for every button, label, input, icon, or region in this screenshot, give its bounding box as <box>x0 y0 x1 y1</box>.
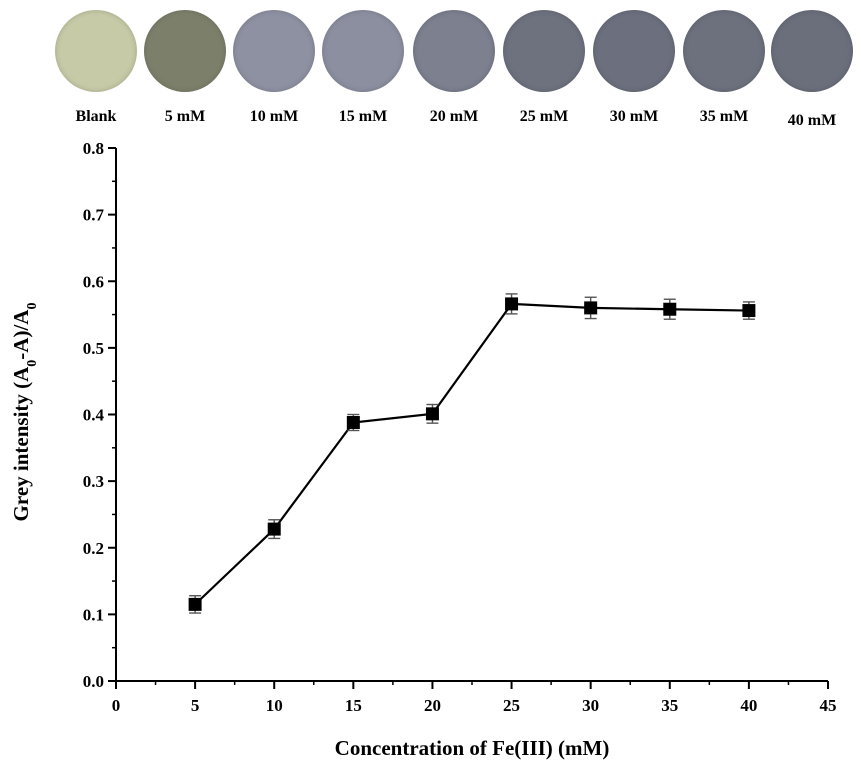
y-tick-label: 0.8 <box>83 139 104 158</box>
x-axis-label: Concentration of Fe(III) (mM) <box>335 736 610 760</box>
x-tick-label: 45 <box>820 696 837 715</box>
x-tick-label: 10 <box>266 696 283 715</box>
x-tick-label: 40 <box>740 696 757 715</box>
tick-group: 0 5 10 15 20 25 30 35 40 45 0.0 0.1 0.2 0.3 0.4 0.5 0.6 0… <box>83 139 837 715</box>
y-tick-label: 0.1 <box>83 605 104 624</box>
data-point <box>663 302 677 316</box>
sample-swatch <box>771 10 853 92</box>
sample-swatch <box>683 10 765 92</box>
data-point <box>742 304 756 318</box>
y-tick-label: 0.0 <box>83 672 104 691</box>
sample-swatch <box>322 10 404 92</box>
y-axis-label-sub: 0 <box>25 360 40 367</box>
sample-swatch-label: 5 mM <box>164 108 206 125</box>
sample-swatch <box>503 10 585 92</box>
sample-swatch <box>55 10 137 92</box>
x-tick-label: 35 <box>661 696 678 715</box>
y-tick-label: 0.7 <box>83 206 105 225</box>
y-tick-label: 0.3 <box>83 472 104 491</box>
data-point <box>188 597 202 611</box>
y-axis-label-main: Grey intensity (A <box>9 366 33 522</box>
data-point <box>505 297 519 311</box>
x-tick-label: 20 <box>424 696 441 715</box>
series-group <box>188 293 756 614</box>
x-tick-label: 0 <box>112 696 121 715</box>
y-tick-label: 0.6 <box>83 272 104 291</box>
y-tick-label: 0.4 <box>83 406 105 425</box>
data-point <box>267 522 281 536</box>
sample-swatch-label: 15 mM <box>338 108 388 125</box>
y-tick-label: 0.2 <box>83 539 104 558</box>
sample-swatch-label: 10 mM <box>249 108 299 125</box>
y-axis-label: Grey intensity (A0-A)/A0 <box>9 303 40 522</box>
axes <box>115 148 828 682</box>
sample-swatch <box>233 10 315 92</box>
data-point <box>346 415 360 429</box>
data-point <box>584 301 598 315</box>
x-tick-label: 30 <box>582 696 599 715</box>
sample-swatch-label: 20 mM <box>429 108 479 125</box>
sample-swatch <box>413 10 495 92</box>
sample-swatch-label: 25 mM <box>519 108 569 125</box>
sample-swatch-label: 35 mM <box>699 108 749 125</box>
x-tick-label: 15 <box>345 696 362 715</box>
sample-swatch-label: 40 mM <box>787 112 837 129</box>
sample-swatch-label: Blank <box>75 108 117 125</box>
sample-swatch <box>144 10 226 92</box>
x-tick-label: 25 <box>503 696 520 715</box>
x-tick-label: 5 <box>191 696 200 715</box>
sample-swatch-label: 30 mM <box>609 108 659 125</box>
y-axis-label-mid: -A)/A <box>9 309 33 360</box>
y-axis-label-sub2: 0 <box>25 303 40 310</box>
series-line <box>194 302 749 606</box>
data-point <box>425 407 439 421</box>
y-tick-label: 0.5 <box>83 339 104 358</box>
sample-swatch <box>593 10 675 92</box>
sample-swatch-row: Blank 5 mM 10 mM 15 mM 20 mM 25 mM 30 mM 35 mM 4… <box>0 0 861 135</box>
